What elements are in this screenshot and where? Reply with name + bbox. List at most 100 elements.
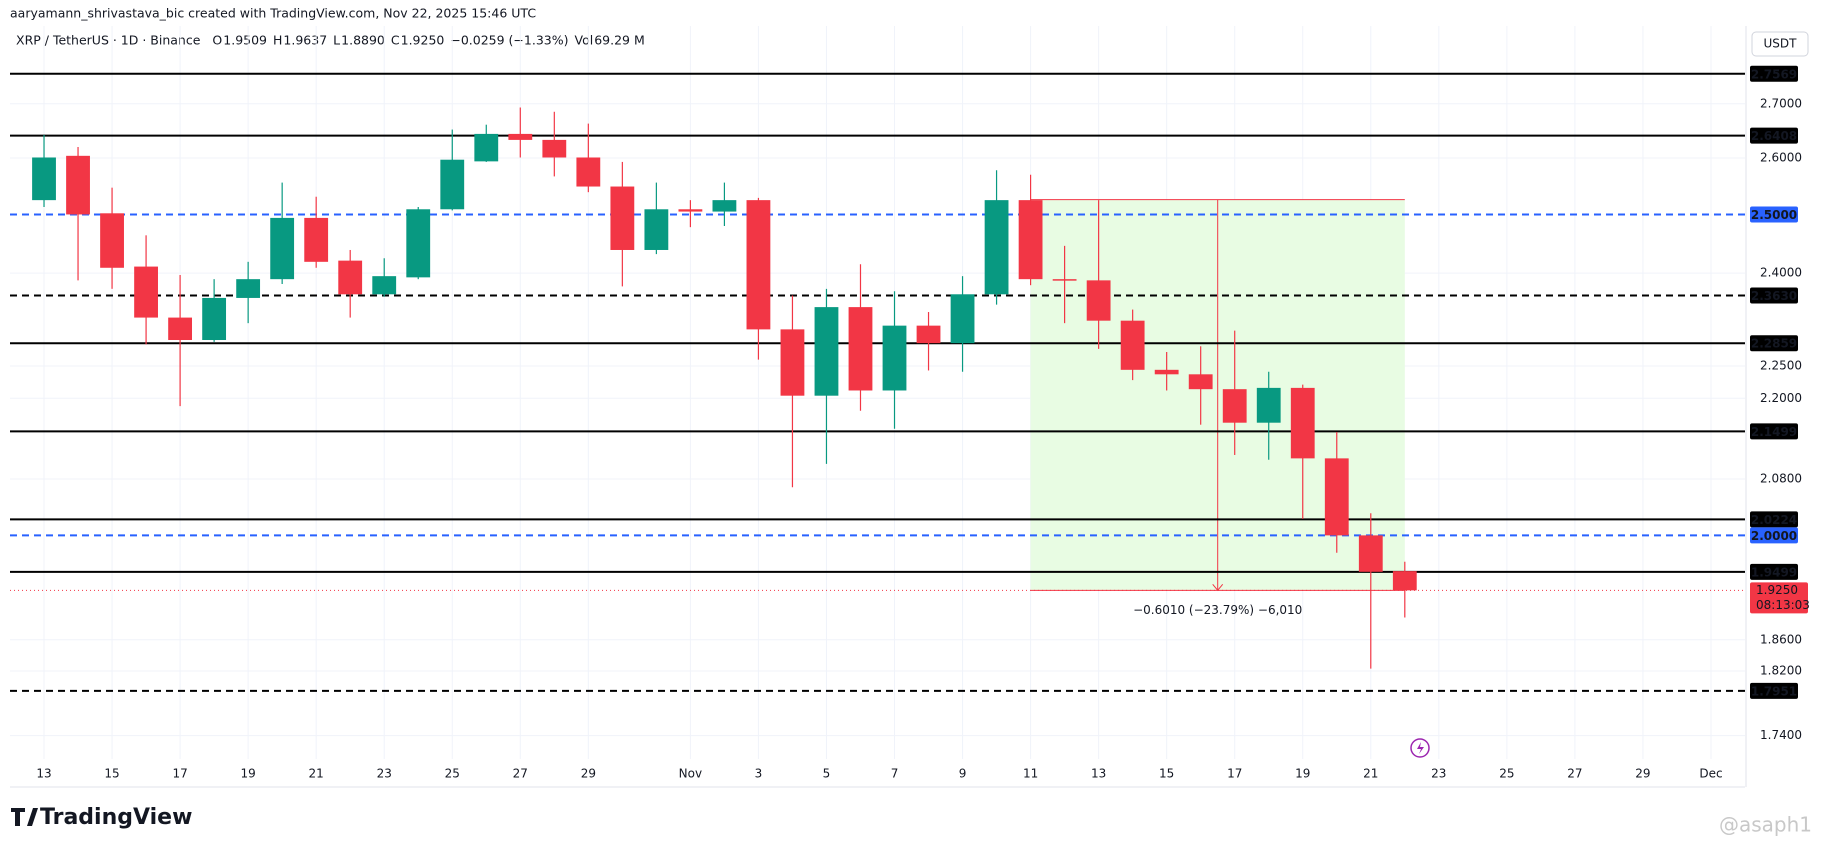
last-price-label: 1.9250 [1756,583,1798,597]
candle-body [916,325,941,344]
legend-item: 1.9637 [283,33,327,48]
candle-body [134,266,158,318]
candle-body [1358,535,1383,572]
candle-body [474,133,499,162]
event-icon [1417,742,1424,754]
level-label: 2.1499 [1751,425,1797,439]
candle-body [270,217,295,280]
legend-item: 1.8890 [341,33,385,48]
level-label: 2.7569 [1751,67,1797,81]
candle-body [236,279,261,298]
candle-body [780,329,805,396]
candle-body [1154,369,1179,375]
level-label: 1.7951 [1751,684,1797,698]
candle-body [304,217,329,262]
x-tick-label: 25 [445,767,460,781]
x-tick-label: 29 [1635,767,1650,781]
event-icon [1410,738,1430,758]
candle-body [32,157,56,201]
x-tick-label: 15 [1159,767,1174,781]
x-tick-label: 13 [36,767,51,781]
credit: aaryamann_shrivastava_bic created with T… [10,6,536,21]
level-label: 2.3630 [1751,289,1797,303]
x-tick-label: 11 [1023,767,1038,781]
candle-body [508,133,533,140]
candle-body [100,213,124,268]
y-tick-label: 2.0800 [1760,471,1802,485]
candle-body [542,139,567,158]
x-tick-label: 27 [1567,767,1582,781]
candle-body [66,155,90,215]
level-tag [1750,206,1798,223]
candle-body [1188,374,1213,390]
legend-item: L [333,33,340,48]
x-tick-label: 23 [1431,767,1446,781]
x-tick-label: Nov [679,767,702,781]
candle-body [746,200,771,330]
level-tag [1750,563,1798,580]
x-tick-label: 17 [172,767,187,781]
x-tick-label: 19 [1295,767,1310,781]
candle-body [1392,571,1417,591]
legend: XRP / TetherUS · 1D · Binance O 1.9509 H 1.9… [16,33,645,48]
level-label: 2.0000 [1751,529,1797,543]
y-tick-label: 1.8200 [1760,664,1802,678]
x-tick-label: Dec [1699,767,1722,781]
candle-body [1222,389,1247,423]
candle-body [1324,458,1349,536]
legend-item: 1.9509 [223,33,267,48]
level-label: 1.9499 [1751,565,1797,579]
legend-item: H [273,33,282,48]
x-tick-label: 15 [104,767,119,781]
level-label: 2.0224 [1751,513,1797,527]
legend-item: 1.9250 [401,33,445,48]
level-tag [1750,682,1798,699]
measure-arrowhead [1212,584,1224,592]
countdown: 08:13:03 [1756,598,1810,612]
candle-body [610,186,635,250]
last-price-tag [1750,582,1808,614]
y-tick-label: 1.7400 [1760,728,1802,742]
legend-item: Vol [575,33,594,48]
candle-body [338,260,363,295]
currency-box [1751,31,1809,57]
watermark: @asaph1 [1719,813,1812,837]
legend-item: O [212,33,222,48]
level-tag [1750,423,1798,440]
level-label: 2.2859 [1751,337,1797,351]
y-tick-label: 2.2000 [1760,391,1802,405]
logo-icon [11,808,38,826]
x-tick-label: 19 [240,767,255,781]
x-tick-label: 7 [891,767,899,781]
y-tick-label: 2.6000 [1760,151,1802,165]
candle-body [202,297,227,341]
candle-body [950,294,975,344]
candle-body [882,325,907,391]
level-tag [1750,335,1798,352]
x-tick-label: 23 [377,767,392,781]
level-label: 2.6408 [1751,129,1797,143]
y-tick-label: 2.4000 [1760,266,1802,280]
y-tick-label: 2.2500 [1760,358,1802,372]
candle-body [440,159,465,210]
candle-body [848,307,873,391]
candle-body [576,157,601,187]
level-tag [1750,287,1798,304]
candle-body [1018,200,1043,280]
candle-body [814,307,839,396]
legend-item: 69.29 M [594,33,645,48]
legend-item: C [391,33,400,48]
x-tick-label: 3 [755,767,763,781]
candle-body [1052,279,1077,281]
candle-body [984,200,1009,295]
currency: USDT [1764,37,1798,51]
level-tag [1750,511,1798,528]
level-tag [1750,127,1798,144]
x-tick-label: 5 [823,767,831,781]
candle-body [1290,387,1315,459]
level-label: 2.5000 [1751,208,1797,222]
y-tick-label: 2.7000 [1760,96,1802,110]
y-tick-label: 1.8600 [1760,632,1802,646]
